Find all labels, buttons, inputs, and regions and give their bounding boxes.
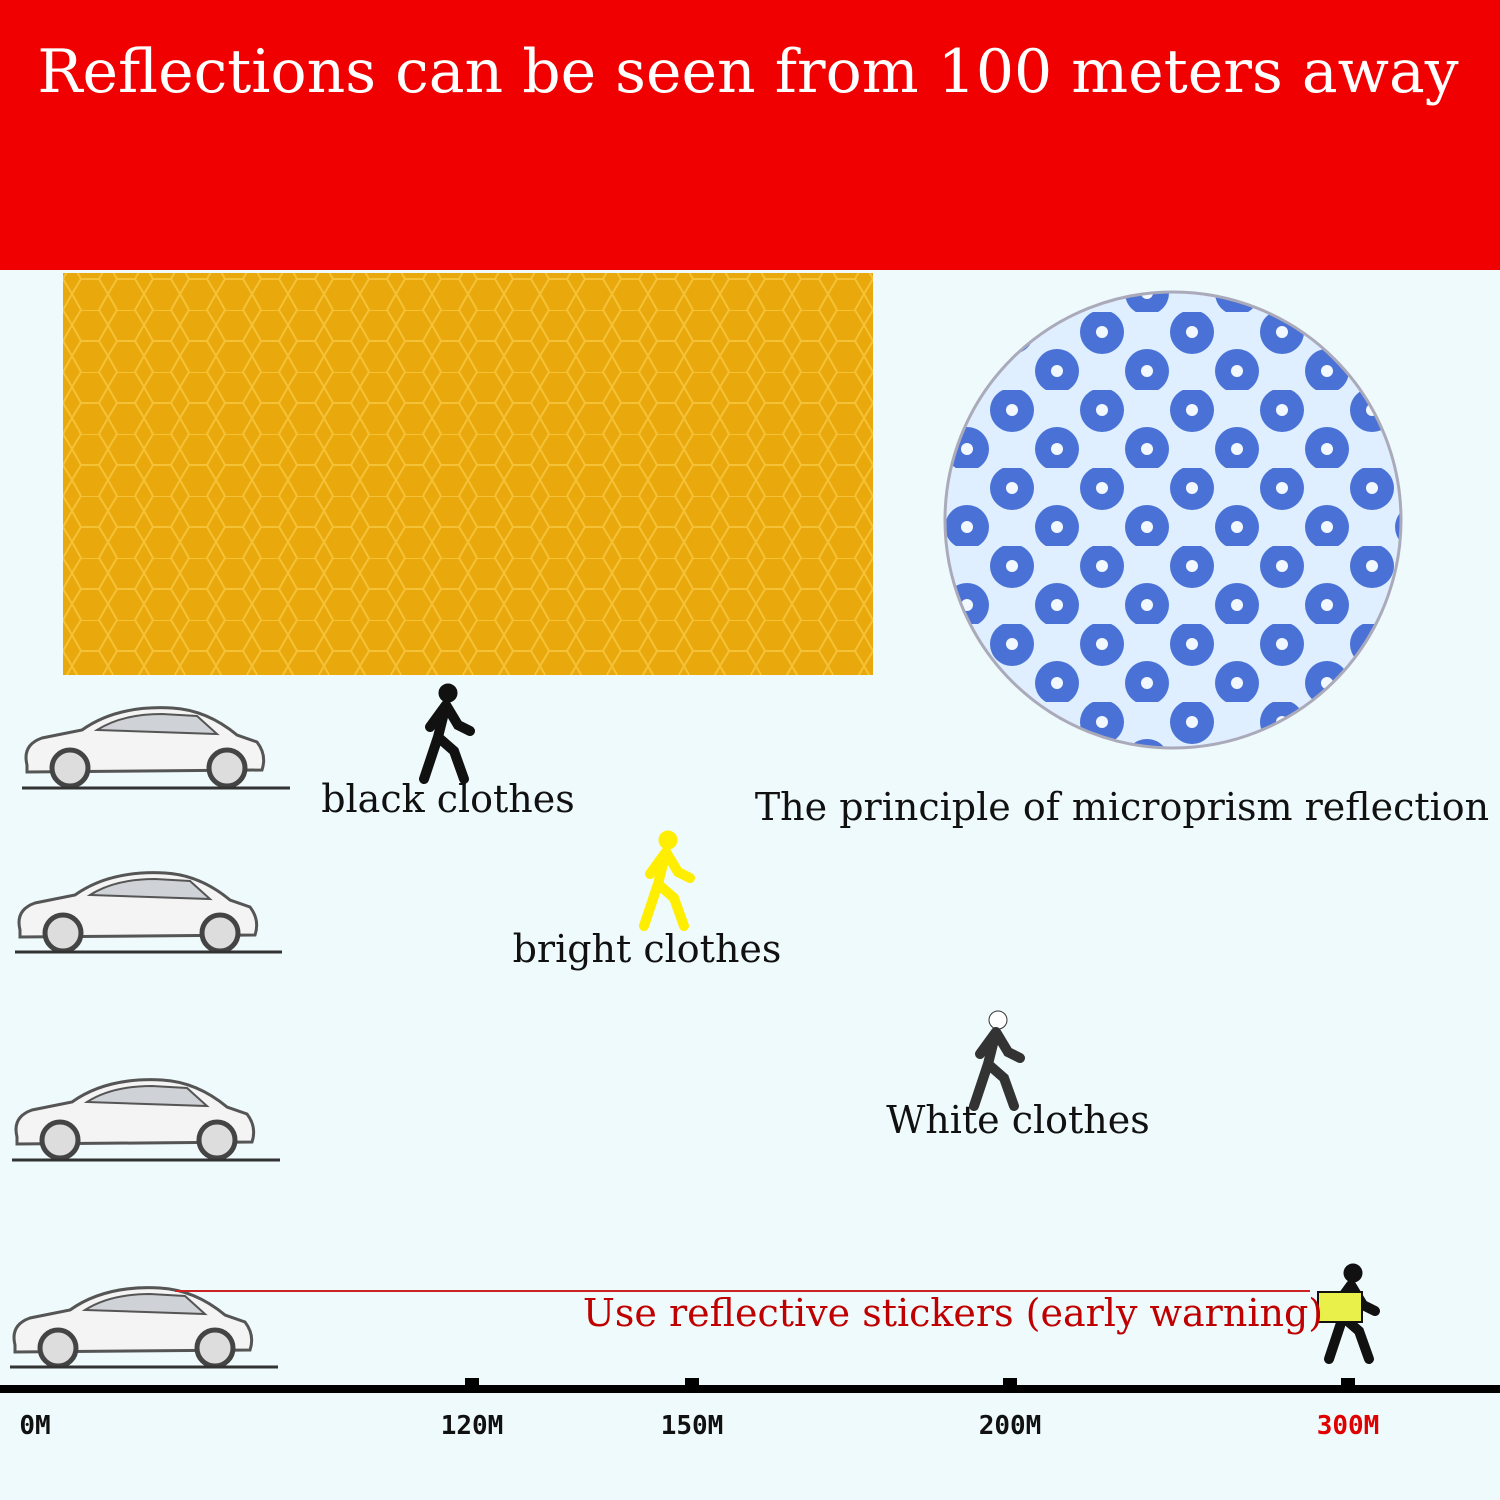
label-bright: bright clothes: [513, 927, 782, 971]
microprism-image: [943, 290, 1403, 750]
tick-label: 300M: [1317, 1411, 1380, 1441]
tick-label: 120M: [441, 1411, 504, 1441]
cars: [10, 708, 290, 1369]
label-white: White clothes: [886, 1098, 1150, 1142]
tick-mark: [1003, 1378, 1017, 1388]
pedestrians: [424, 684, 1375, 1359]
tick-mark: [1341, 1378, 1355, 1388]
tick-label: 150M: [661, 1411, 724, 1441]
axis-ticks: 0M 120M 150M 200M 300M: [19, 1378, 1379, 1441]
label-stickers: Use reflective stickers (early warning): [583, 1291, 1323, 1335]
header-title: Reflections can be seen from 100 meters …: [37, 37, 1458, 107]
tick-mark: [465, 1378, 479, 1388]
honeycomb-image: [63, 273, 873, 675]
tick-label: 200M: [979, 1411, 1042, 1441]
header-band: [0, 0, 1500, 270]
label-principle: The principle of microprism reflection: [755, 785, 1489, 829]
label-black: black clothes: [321, 777, 575, 821]
tick-label: 0M: [19, 1411, 50, 1441]
tick-mark: [685, 1378, 699, 1388]
